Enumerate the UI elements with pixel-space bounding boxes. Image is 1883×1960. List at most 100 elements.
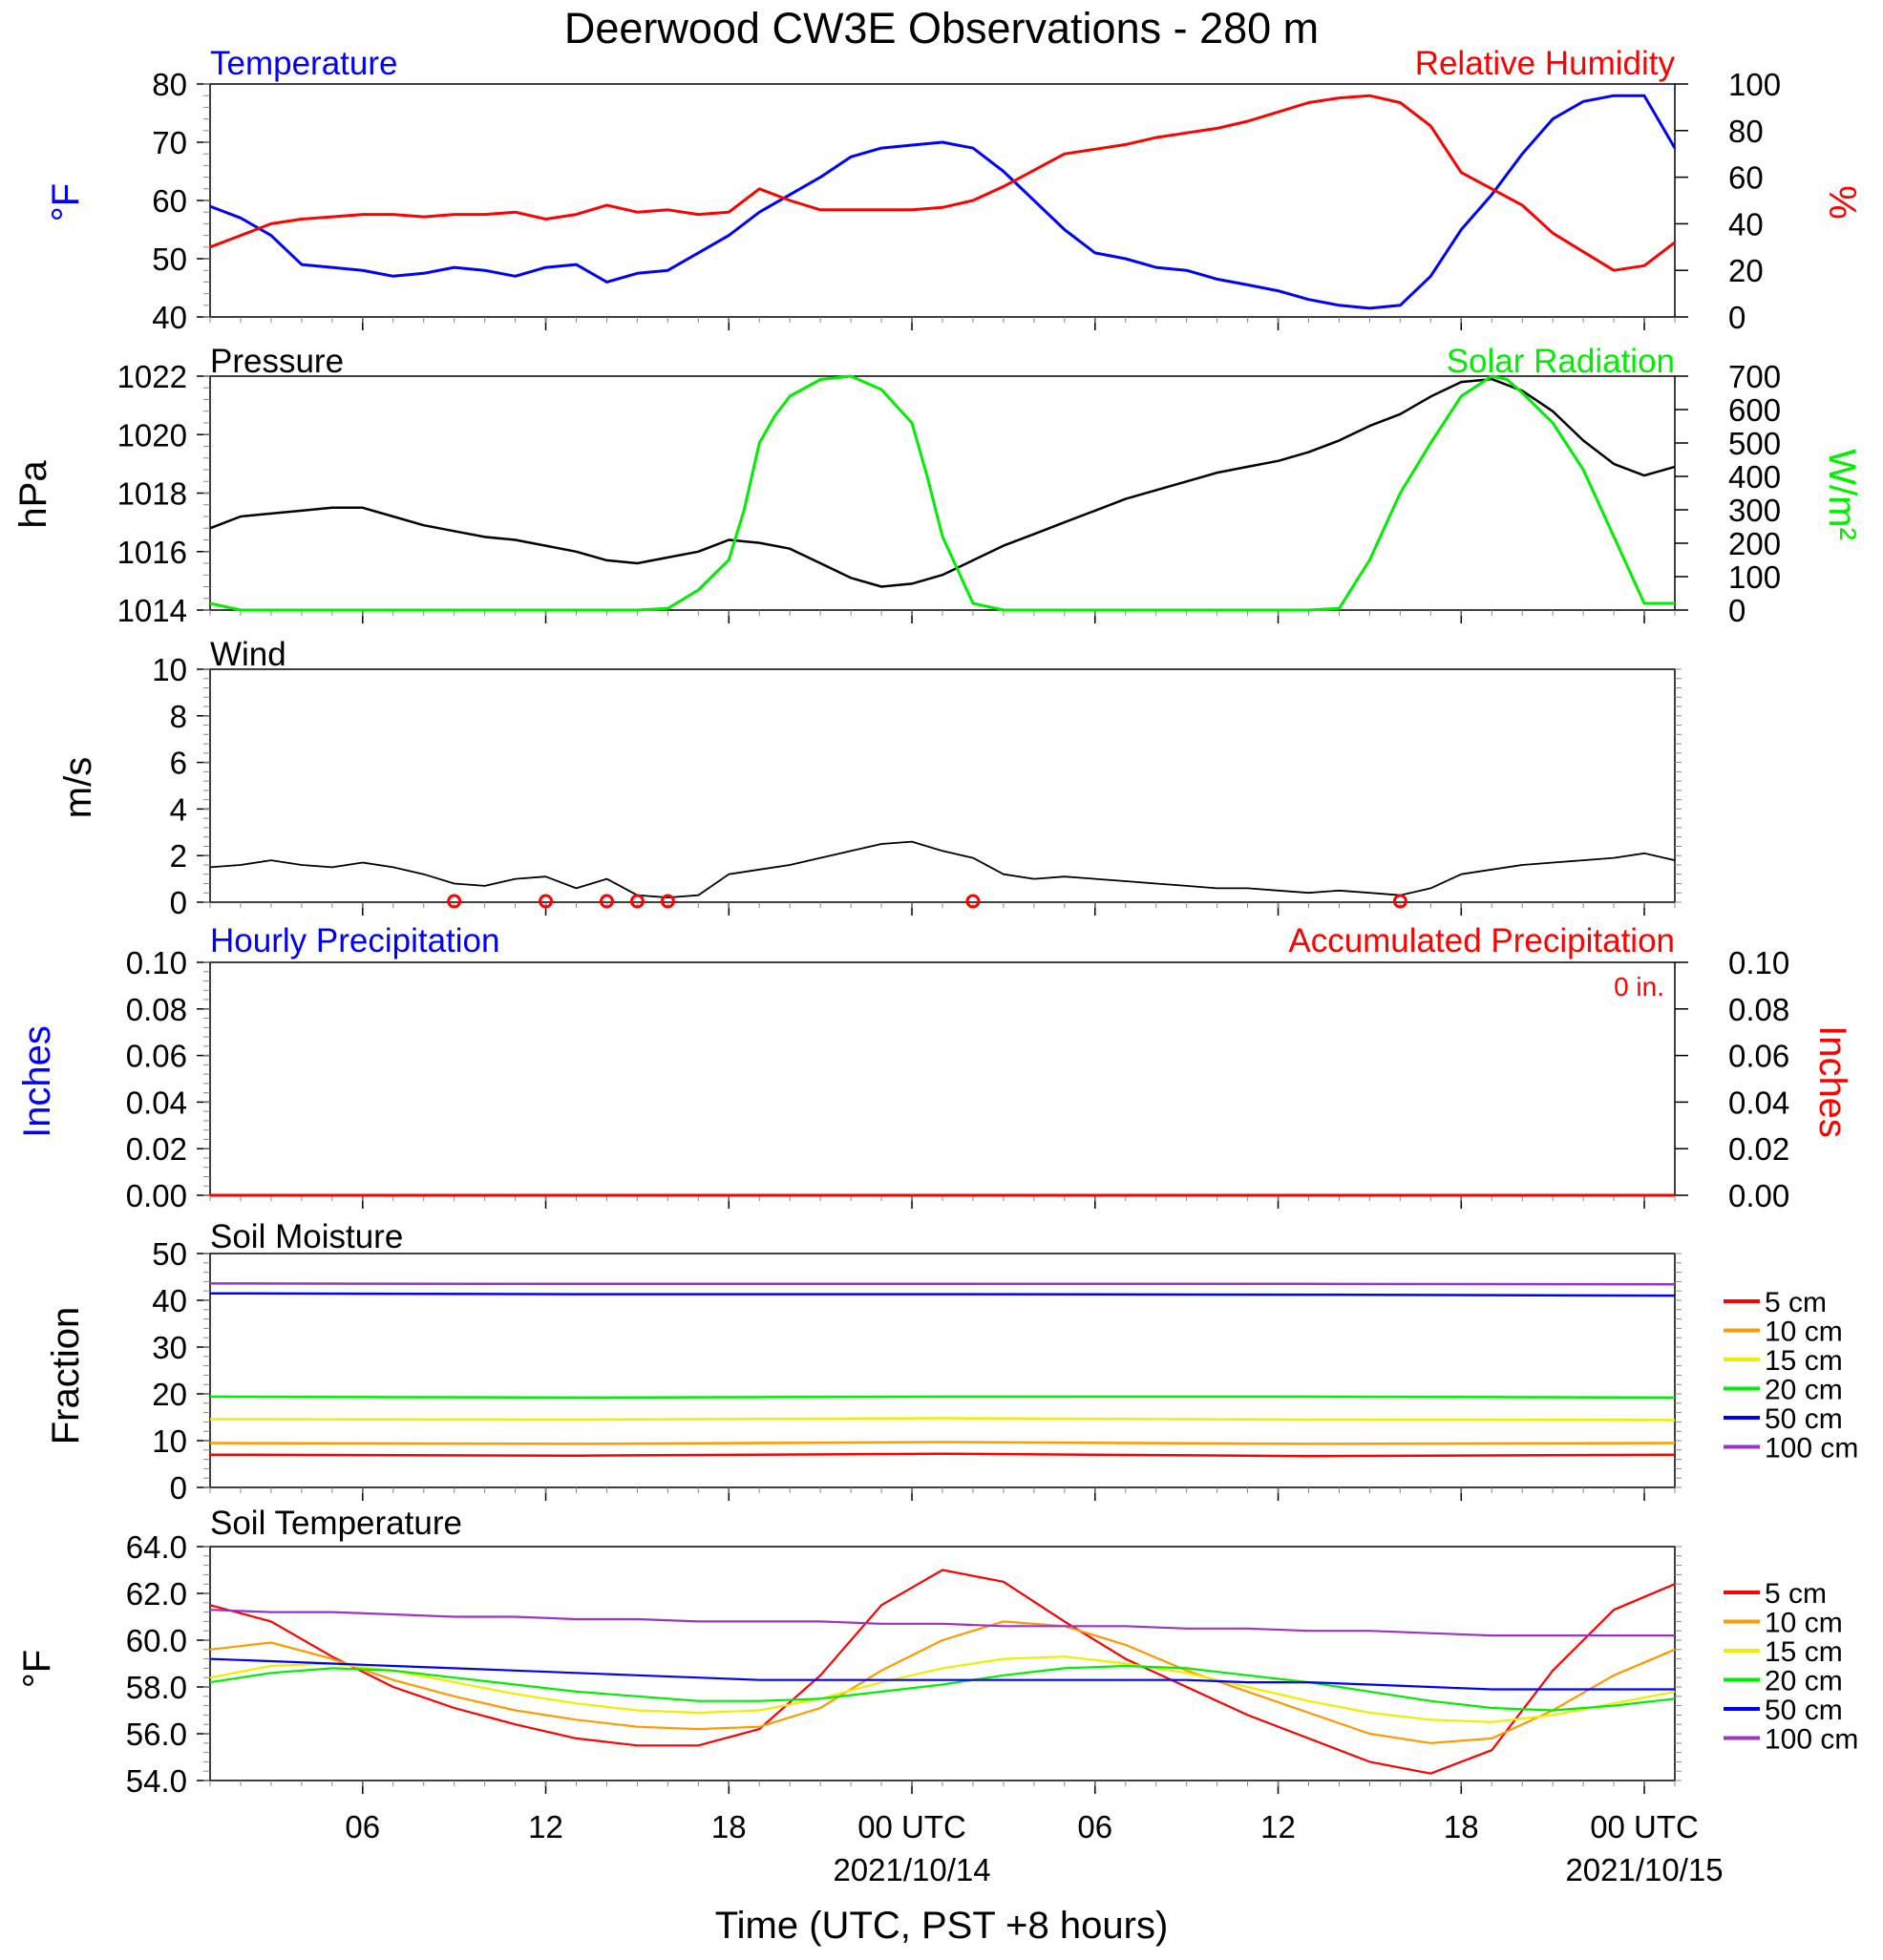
precip-frame [209, 961, 1676, 1196]
pressure-ytick-label-left: 1014 [117, 593, 187, 628]
wind-ytick-label-left: 0 [170, 885, 187, 920]
soilt-legend-label: 50 cm [1765, 1695, 1843, 1726]
temperature-line [209, 94, 1677, 310]
pressure-ytick-label-right: 400 [1728, 459, 1781, 495]
precip-ytick-label-right: 0.00 [1728, 1178, 1789, 1213]
soilm-ylabel: Fraction [45, 1307, 87, 1445]
calm-wind-marker [1392, 894, 1407, 909]
precip-ytick-label-right: 0.10 [1728, 945, 1789, 980]
pressure-ytick-label-right: 700 [1728, 359, 1781, 394]
calm-wind-marker [629, 894, 645, 909]
temp-ytick-label-right: 80 [1728, 114, 1764, 149]
wind-ytick-label-left: 8 [170, 699, 187, 734]
soil-moisture-20cm-line [209, 1395, 1676, 1400]
pressure-ylabel-left: hPa [12, 460, 54, 529]
pressure-ytick-label-right: 500 [1728, 426, 1781, 461]
figure-title: Deerwood CW3E Observations - 280 m [564, 4, 1319, 53]
soil-temp-5cm-line [209, 1569, 1676, 1775]
temp-ylabel-left: °F [45, 183, 87, 221]
soilm-ytick-label-left: 0 [170, 1470, 187, 1506]
soilt-ytick-label-left: 54.0 [126, 1763, 187, 1799]
soil-temp-50cm-line [209, 1657, 1675, 1691]
pressure-ytick-label-left: 1016 [117, 535, 187, 570]
soilm-legend-label: 10 cm [1765, 1317, 1843, 1348]
x-tick-label: 06 [345, 1809, 380, 1844]
soilm-title: Soil Moisture [210, 1218, 403, 1255]
precip-title-left: Hourly Precipitation [210, 922, 499, 959]
pressure-title-right: Solar Radiation [1447, 343, 1675, 380]
temp-ytick-label-left: 70 [152, 125, 187, 160]
soilm-ytick-label-left: 40 [152, 1283, 187, 1318]
pressure-ytick-label-right: 300 [1728, 493, 1781, 528]
x-tick-label: 12 [528, 1809, 563, 1844]
soilm-legend-label: 100 cm [1765, 1433, 1858, 1465]
soilt-legend-label: 10 cm [1765, 1608, 1843, 1639]
soil-moisture-50cm-line [209, 1292, 1676, 1297]
soilt-ytick-label-left: 58.0 [126, 1670, 187, 1705]
soilm-ytick-label-left: 50 [152, 1236, 187, 1272]
wind-ylabel: m/s [57, 757, 99, 818]
soilt-ytick-label-left: 60.0 [126, 1623, 187, 1658]
soil-temp-20cm-line [209, 1664, 1676, 1712]
soilm-legend-label: 50 cm [1765, 1403, 1843, 1435]
wind-ytick-label-left: 10 [152, 652, 187, 687]
soilt-ylabel: °F [16, 1650, 58, 1688]
pressure-ytick-label-right: 0 [1728, 593, 1745, 628]
x-tick-label: 06 [1077, 1809, 1112, 1844]
soilm-ytick-label-left: 20 [152, 1377, 187, 1412]
wind-frame [209, 668, 1676, 903]
precip-ytick-label-left: 0.00 [126, 1178, 187, 1213]
temp-ytick-label-right: 40 [1728, 206, 1764, 242]
precip-ytick-label-left: 0.10 [126, 945, 187, 980]
soilm-ytick-label-left: 10 [152, 1423, 187, 1459]
soilm-legend-label: 5 cm [1765, 1287, 1827, 1318]
soil-temp-15cm-line [209, 1655, 1676, 1723]
pressure-ytick-label-left: 1018 [117, 476, 187, 512]
solar-radiation-line [209, 374, 1675, 612]
temp-ytick-label-right: 20 [1728, 253, 1764, 288]
calm-wind-marker [539, 894, 554, 909]
precip-title-right: Accumulated Precipitation [1288, 922, 1675, 959]
x-tick-label: 12 [1260, 1809, 1296, 1844]
soil-moisture-10cm-line [209, 1441, 1676, 1445]
wind-ytick-label-left: 6 [170, 746, 187, 781]
x-tick-date: 2021/10/15 [1565, 1852, 1723, 1887]
soilt-ytick-label-left: 62.0 [126, 1576, 187, 1612]
temp-ytick-label-left: 60 [152, 183, 187, 219]
soilt-legend-label: 100 cm [1765, 1724, 1858, 1756]
humidity-line [209, 94, 1676, 272]
precip-ytick-label-right: 0.06 [1728, 1039, 1789, 1074]
precip-ytick-label-left: 0.04 [126, 1085, 187, 1120]
plot-layer: 4050607080020406080100101410161018102010… [117, 67, 1859, 1887]
soilt-ytick-label-left: 64.0 [126, 1529, 187, 1565]
soilm-legend-label: 20 cm [1765, 1375, 1843, 1406]
precip-ylabel-left: Inches [16, 1025, 58, 1138]
pressure-ytick-label-right: 200 [1728, 526, 1781, 561]
pressure-ylabel-right: W/m² [1821, 449, 1863, 540]
temp-title-left: Temperature [210, 45, 397, 82]
precip-ylabel-right: Inches [1811, 1025, 1853, 1138]
temp-ytick-label-right: 100 [1728, 67, 1781, 102]
soilm-frame [209, 1253, 1676, 1488]
precip-ytick-label-right: 0.08 [1728, 992, 1789, 1027]
soilt-legend-label: 15 cm [1765, 1636, 1843, 1668]
pressure-line [209, 377, 1676, 588]
precip-ytick-label-right: 0.04 [1728, 1085, 1789, 1120]
x-tick-label: 18 [1444, 1809, 1479, 1844]
temp-ytick-label-left: 40 [152, 300, 187, 335]
x-tick-date: 2021/10/14 [833, 1852, 990, 1887]
wind-ytick-label-left: 4 [170, 791, 187, 827]
soilm-ytick-label-left: 30 [152, 1330, 187, 1365]
precip-ytick-label-left: 0.06 [126, 1039, 187, 1074]
soil-moisture-15cm-line [209, 1417, 1676, 1422]
soilt-legend-label: 5 cm [1765, 1578, 1827, 1610]
temp-ytick-label-right: 60 [1728, 160, 1764, 196]
soil-temp-10cm-line [209, 1620, 1676, 1744]
x-tick-label: 18 [711, 1809, 747, 1844]
pressure-ytick-label-right: 600 [1728, 392, 1781, 428]
temp-ytick-label-left: 50 [152, 242, 187, 277]
temp-ylabel-right: % [1821, 185, 1863, 220]
wind-title: Wind [210, 636, 286, 673]
calm-wind-marker [965, 894, 981, 909]
